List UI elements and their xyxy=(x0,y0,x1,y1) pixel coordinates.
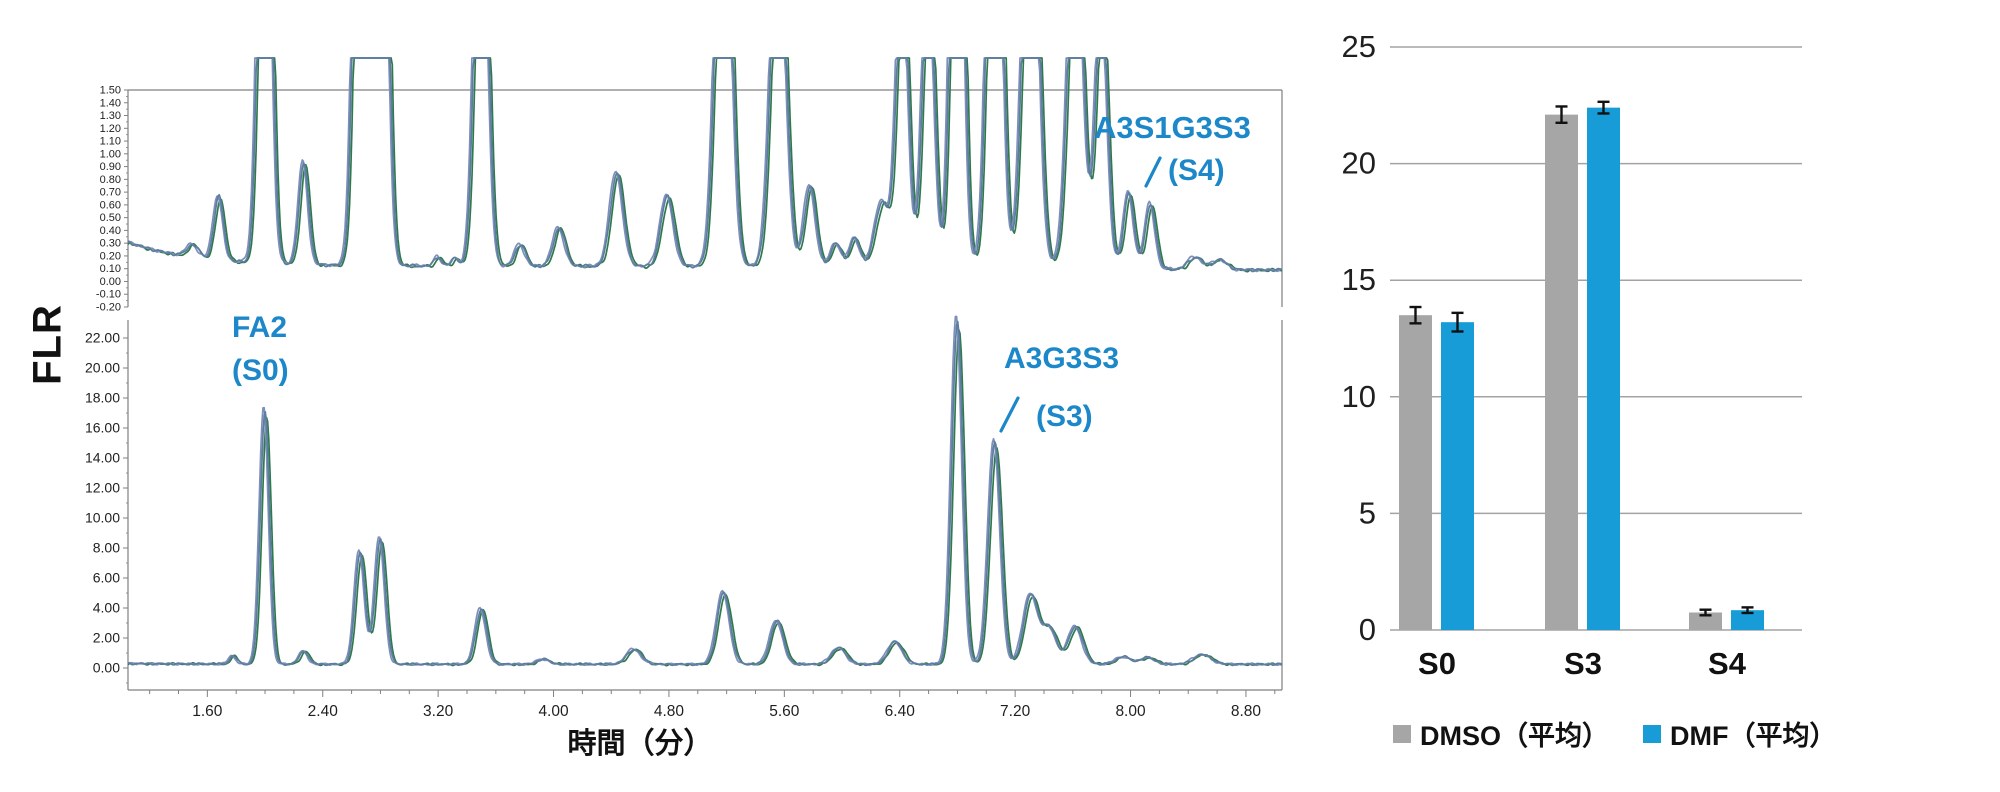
legend-swatch-dmf xyxy=(1643,724,1661,743)
bar-S0-dmso xyxy=(1399,315,1432,630)
bar-y-tick-label: 10 xyxy=(1342,379,1376,414)
upper-y-tick-label: 0.70 xyxy=(100,187,121,199)
legend-item-dmso: DMSO（平均） xyxy=(1393,714,1609,753)
upper-y-tick-label: 0.10 xyxy=(100,263,121,275)
upper-y-tick-label: 0.80 xyxy=(100,174,121,186)
time-axis-tick-label: 8.80 xyxy=(1231,703,1262,720)
legend: DMSO（平均） DMF（平均） xyxy=(1393,714,1870,753)
upper-y-tick-label: 0.90 xyxy=(100,161,121,173)
annotation-s3: (S3) xyxy=(1036,400,1093,433)
upper-y-tick-label: 1.50 xyxy=(100,85,121,97)
lower-y-tick-label: 2.00 xyxy=(93,630,120,646)
upper-y-tick-label: 1.00 xyxy=(100,148,121,160)
bar-y-tick-label: 20 xyxy=(1342,146,1376,181)
annotation-fa2-line1: FA2 xyxy=(232,311,288,344)
time-axis-tick-label: 8.00 xyxy=(1115,703,1146,720)
bar-chart-panel: 25 20 15 10 5 0 xyxy=(1342,29,1802,647)
lower-y-tick-label: 12.00 xyxy=(85,480,120,496)
bar-S3-dmso xyxy=(1545,114,1578,631)
time-axis-tick-label: 3.20 xyxy=(423,703,454,720)
zoomed-trace-injection-3 xyxy=(127,57,1283,273)
bar-category-label-s4: S4 xyxy=(1708,646,1746,681)
lower-y-tick-label: 0.00 xyxy=(93,660,120,676)
zoomed-trace-injection-1 xyxy=(127,57,1283,273)
bar-S0-dmf xyxy=(1441,322,1474,630)
annotation-fa2-line2: (S0) xyxy=(232,354,289,387)
bar-category-label-s3: S3 xyxy=(1564,646,1602,681)
lower-y-tick-label: 22.00 xyxy=(85,330,120,346)
upper-y-tick-label: 0.50 xyxy=(100,212,121,224)
lower-y-tick-label: 6.00 xyxy=(93,570,120,586)
upper-y-tick-label: -0.20 xyxy=(96,302,121,314)
lower-y-tick-label: 8.00 xyxy=(93,540,120,556)
lower-y-tick-label: 4.00 xyxy=(93,600,120,616)
upper-y-tick-label: 0.00 xyxy=(100,276,121,288)
legend-label-dmso: DMSO（平均） xyxy=(1420,721,1609,751)
time-axis-tick-label: 5.60 xyxy=(769,703,800,720)
upper-y-tick-label: 1.30 xyxy=(100,110,121,122)
time-axis-tick-label: 2.40 xyxy=(308,703,339,720)
lower-y-tick-label: 20.00 xyxy=(85,360,120,376)
annotation-a3g3s3: A3G3S3 xyxy=(1004,342,1120,375)
legend-swatch-dmso xyxy=(1393,724,1411,743)
upper-y-tick-label: -0.10 xyxy=(96,289,121,301)
time-axis-title: 時間（分） xyxy=(567,728,713,760)
annotation-s4: (S4) xyxy=(1168,154,1225,187)
upper-y-tick-label: 1.20 xyxy=(100,123,121,135)
upper-y-tick-label: 1.10 xyxy=(100,136,121,148)
chromatogram-panel: 1.501.401.301.201.101.000.900.800.700.60… xyxy=(85,57,1283,720)
lower-y-tick-label: 16.00 xyxy=(85,420,120,436)
annotation-a3s1g3s3: A3S1G3S3 xyxy=(1094,110,1251,145)
lower-y-tick-label: 10.00 xyxy=(85,510,120,526)
legend-label-dmf: DMF（平均） xyxy=(1670,721,1837,751)
time-axis-tick-label: 4.00 xyxy=(538,703,569,720)
upper-y-tick-label: 0.40 xyxy=(100,225,121,237)
time-axis-tick-label: 7.20 xyxy=(1000,703,1031,720)
upper-y-tick-label: 0.60 xyxy=(100,199,121,211)
lower-y-tick-label: 14.00 xyxy=(85,450,120,466)
bar-y-tick-label: 0 xyxy=(1359,612,1376,647)
upper-y-tick-label: 0.20 xyxy=(100,250,121,262)
bar-S4-dmf xyxy=(1731,610,1764,630)
legend-item-dmf: DMF（平均） xyxy=(1643,714,1836,753)
full-scale-trace-injection-3 xyxy=(127,320,1283,667)
annotation-pointer-S4 xyxy=(1144,156,1162,188)
bar-category-label-s0: S0 xyxy=(1418,646,1456,681)
lower-y-tick-label: 18.00 xyxy=(85,390,120,406)
annotation-fa2-s0: FA2 (S0) xyxy=(232,306,289,392)
full-scale-trace-injection-1 xyxy=(127,329,1283,667)
bar-S3-dmf xyxy=(1587,107,1620,630)
time-axis-tick-label: 4.80 xyxy=(654,703,685,720)
bar-S4-dmso xyxy=(1689,612,1722,630)
time-axis-tick-label: 6.40 xyxy=(885,703,916,720)
time-axis-tick-label: 1.60 xyxy=(192,703,223,720)
upper-y-tick-label: 0.30 xyxy=(100,238,121,250)
bar-y-tick-label: 5 xyxy=(1359,495,1376,530)
flr-axis-title: FLR xyxy=(25,304,70,385)
upper-y-tick-label: 1.40 xyxy=(100,97,121,109)
annotation-pointer-S3 xyxy=(999,396,1020,433)
bar-y-tick-label: 15 xyxy=(1342,262,1376,297)
bar-y-tick-label: 25 xyxy=(1342,29,1376,64)
